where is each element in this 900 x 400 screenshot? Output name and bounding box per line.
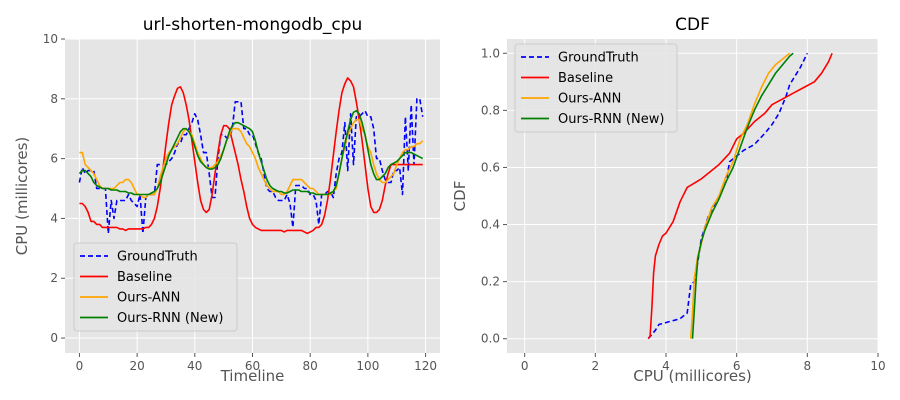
x-tick-label: 40 (187, 359, 202, 373)
legend-label: Ours-ANN (558, 92, 621, 107)
x-tick-label: 20 (129, 359, 144, 373)
series-line-groundtruth (647, 52, 809, 340)
series-line-ours-rnn-new (78, 110, 424, 196)
y-tick-label: 0.6 (481, 160, 500, 174)
series-group-cdf (647, 52, 833, 340)
legend-label: Baseline (558, 71, 613, 86)
x-tick-label: 6 (733, 359, 741, 373)
x-tick-label: 60 (245, 359, 260, 373)
x-tick-label: 0 (521, 359, 529, 373)
x-tick-label: 100 (356, 359, 379, 373)
y-tick-label: 0.0 (481, 332, 500, 346)
y-tick-label: 4 (50, 211, 58, 225)
y-tick-label: 8 (50, 92, 58, 106)
x-axis-label-cdf: CPU (millicores) (633, 367, 752, 385)
y-axis-label-timeline: CPU (millicores) (13, 137, 31, 256)
y-tick-label: 1.0 (481, 46, 500, 60)
legend-timeline: GroundTruth Baseline Ours-ANN Ours-RNN (New… (73, 242, 238, 332)
series-line-baseline (647, 52, 833, 340)
series-group-timeline (78, 77, 424, 235)
legend-box (514, 43, 678, 133)
y-tick-label: 6 (50, 152, 58, 166)
y-tick-label: 2 (50, 271, 58, 285)
legend-label: Ours-ANN (117, 291, 180, 306)
y-axis-label-cdf: CDF (451, 181, 469, 212)
ticks-timeline: 0 20 40 60 80 100 120 0 2 4 6 8 10 (43, 32, 437, 373)
x-tick-label: 4 (662, 359, 670, 373)
legend-label: Ours-RNN (New) (117, 311, 223, 326)
x-tick-label: 10 (870, 359, 885, 373)
y-tick-label: 0.8 (481, 103, 500, 117)
legend-label: GroundTruth (558, 51, 639, 66)
x-tick-label: 2 (592, 359, 600, 373)
legend-label: Ours-RNN (New) (558, 112, 664, 127)
timeline-chart: 0 20 40 60 80 100 120 0 2 4 6 8 10 url-shorten-mongo… (13, 15, 440, 385)
cdf-chart: 0 2 4 6 8 10 0.0 0.2 0.4 0.6 0.8 1.0 CDF CPU (milli… (451, 15, 886, 385)
x-tick-label: 80 (303, 359, 318, 373)
series-line-groundtruth (78, 98, 424, 235)
legend-box (73, 242, 238, 332)
series-line-ours-rnn-new (691, 52, 794, 339)
legend-label: GroundTruth (117, 250, 198, 265)
legend-label: Baseline (117, 270, 172, 285)
chart-title-timeline: url-shorten-mongodb_cpu (143, 15, 363, 35)
x-axis-label-timeline: Timeline (220, 367, 285, 385)
x-tick-label: 8 (804, 359, 812, 373)
y-tick-label: 0 (50, 331, 58, 345)
y-tick-label: 10 (43, 32, 58, 46)
series-line-baseline (79, 77, 423, 235)
x-tick-label: 120 (414, 359, 437, 373)
grid-cdf (507, 39, 879, 353)
x-tick-label: 0 (76, 359, 84, 373)
ticks-cdf: 0 2 4 6 8 10 0.0 0.2 0.4 0.6 0.8 1.0 (481, 46, 886, 373)
legend-cdf: GroundTruth Baseline Ours-ANN Ours-RNN (New… (514, 43, 678, 133)
chart-title-cdf: CDF (675, 15, 710, 35)
y-tick-label: 0.2 (481, 275, 500, 289)
y-tick-label: 0.4 (481, 218, 500, 232)
